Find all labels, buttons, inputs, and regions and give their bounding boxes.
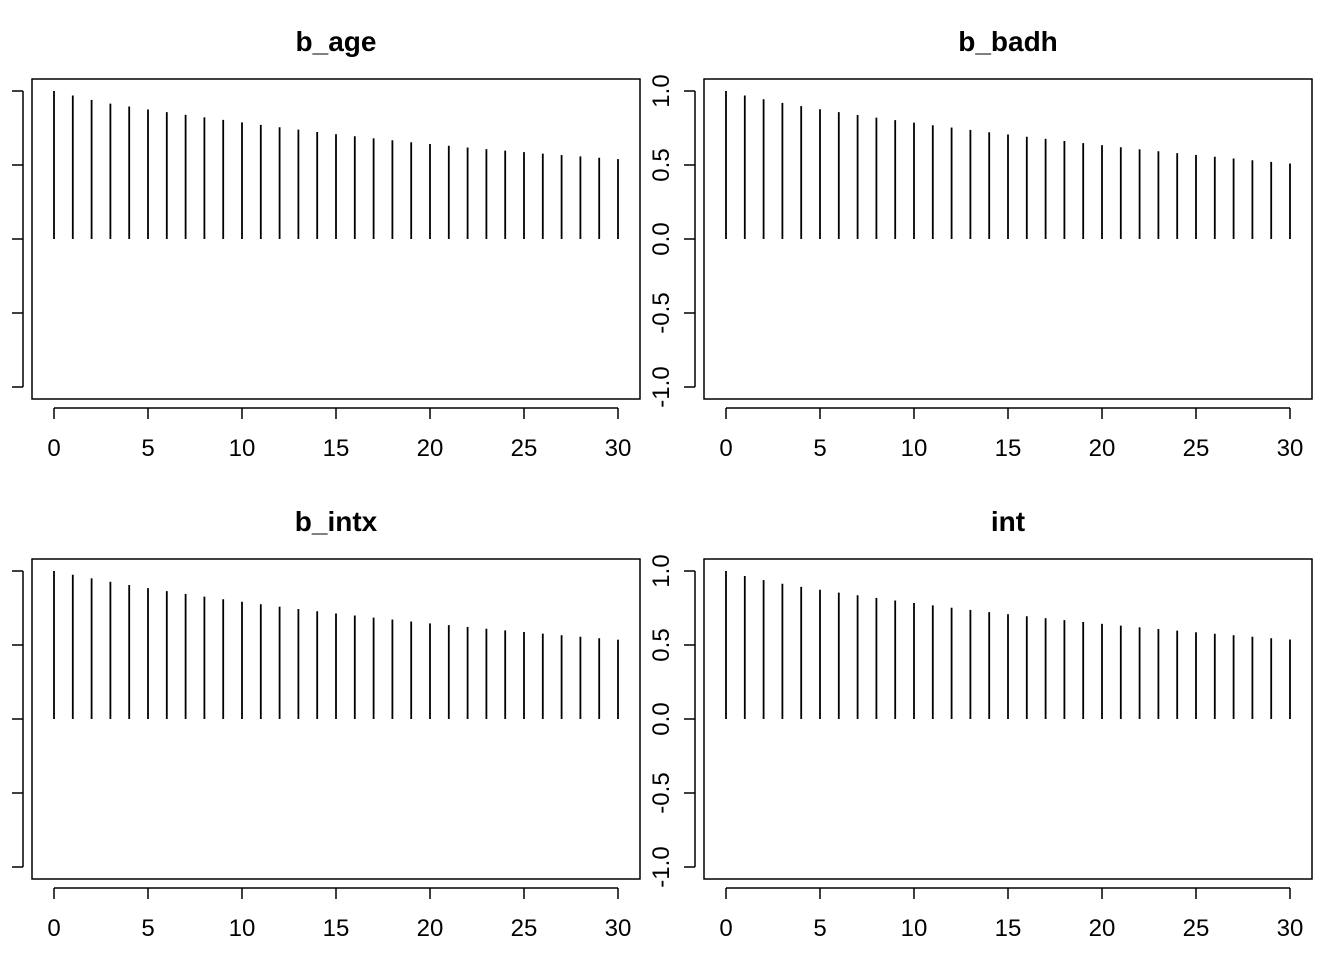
- x-tick-label: 30: [605, 915, 632, 942]
- panel-title: int: [991, 506, 1025, 537]
- x-tick-label: 15: [995, 435, 1022, 462]
- x-tick-label: 20: [1089, 435, 1116, 462]
- x-tick-label: 25: [511, 915, 538, 942]
- x-tick-label: 0: [47, 915, 60, 942]
- x-tick-label: 5: [813, 915, 826, 942]
- panel-title: b_badh: [958, 26, 1058, 57]
- x-tick-label: 20: [417, 435, 444, 462]
- y-tick-label: 0.5: [648, 628, 675, 661]
- x-tick-label: 5: [813, 435, 826, 462]
- x-tick-label: 0: [719, 915, 732, 942]
- y-tick-label: -1.0: [648, 366, 675, 407]
- x-tick-label: 5: [141, 915, 154, 942]
- x-tick-label: 0: [47, 435, 60, 462]
- y-tick-label: 1.0: [648, 554, 675, 587]
- x-tick-label: 20: [1089, 915, 1116, 942]
- y-tick-label: 0.0: [648, 222, 675, 255]
- panel-title: b_age: [296, 26, 377, 57]
- plot-frame: [703, 558, 1313, 880]
- y-tick-label: 1.0: [648, 74, 675, 107]
- x-tick-label: 25: [511, 435, 538, 462]
- x-tick-label: 10: [901, 435, 928, 462]
- x-tick-label: 25: [1183, 435, 1210, 462]
- y-tick-label: -0.5: [648, 292, 675, 333]
- acf-panel-2: b_intx 0 5 10 15 20 25 30: [12, 506, 641, 942]
- x-tick-label: 10: [229, 915, 256, 942]
- acf-panel-0: b_age 0 5 10 15 20 25 30: [12, 26, 641, 462]
- x-tick-label: 10: [901, 915, 928, 942]
- panel-title: b_intx: [295, 506, 378, 537]
- x-tick-label: 15: [995, 915, 1022, 942]
- plot-frame: [31, 78, 641, 400]
- x-tick-label: 15: [323, 435, 350, 462]
- acf-panel-3: int 0 5 10 15 20 25 30 -1.0 -0.5 0.0 0.5 1.0: [648, 506, 1313, 942]
- x-tick-label: 5: [141, 435, 154, 462]
- x-tick-label: 30: [1277, 435, 1304, 462]
- x-tick-label: 30: [1277, 915, 1304, 942]
- y-tick-label: 0.5: [648, 148, 675, 181]
- x-tick-label: 20: [417, 915, 444, 942]
- x-tick-label: 30: [605, 435, 632, 462]
- plot-frame: [31, 558, 641, 880]
- x-tick-label: 25: [1183, 915, 1210, 942]
- x-tick-label: 10: [229, 435, 256, 462]
- x-tick-label: 0: [719, 435, 732, 462]
- plot-frame: [703, 78, 1313, 400]
- y-tick-label: 0.0: [648, 702, 675, 735]
- y-tick-label: -0.5: [648, 772, 675, 813]
- x-tick-label: 15: [323, 915, 350, 942]
- acf-panel-1: b_badh 0 5 10 15 20 25 30 -1.0 -0.5 0.0 0.5 1.0: [648, 26, 1313, 462]
- y-tick-label: -1.0: [648, 846, 675, 887]
